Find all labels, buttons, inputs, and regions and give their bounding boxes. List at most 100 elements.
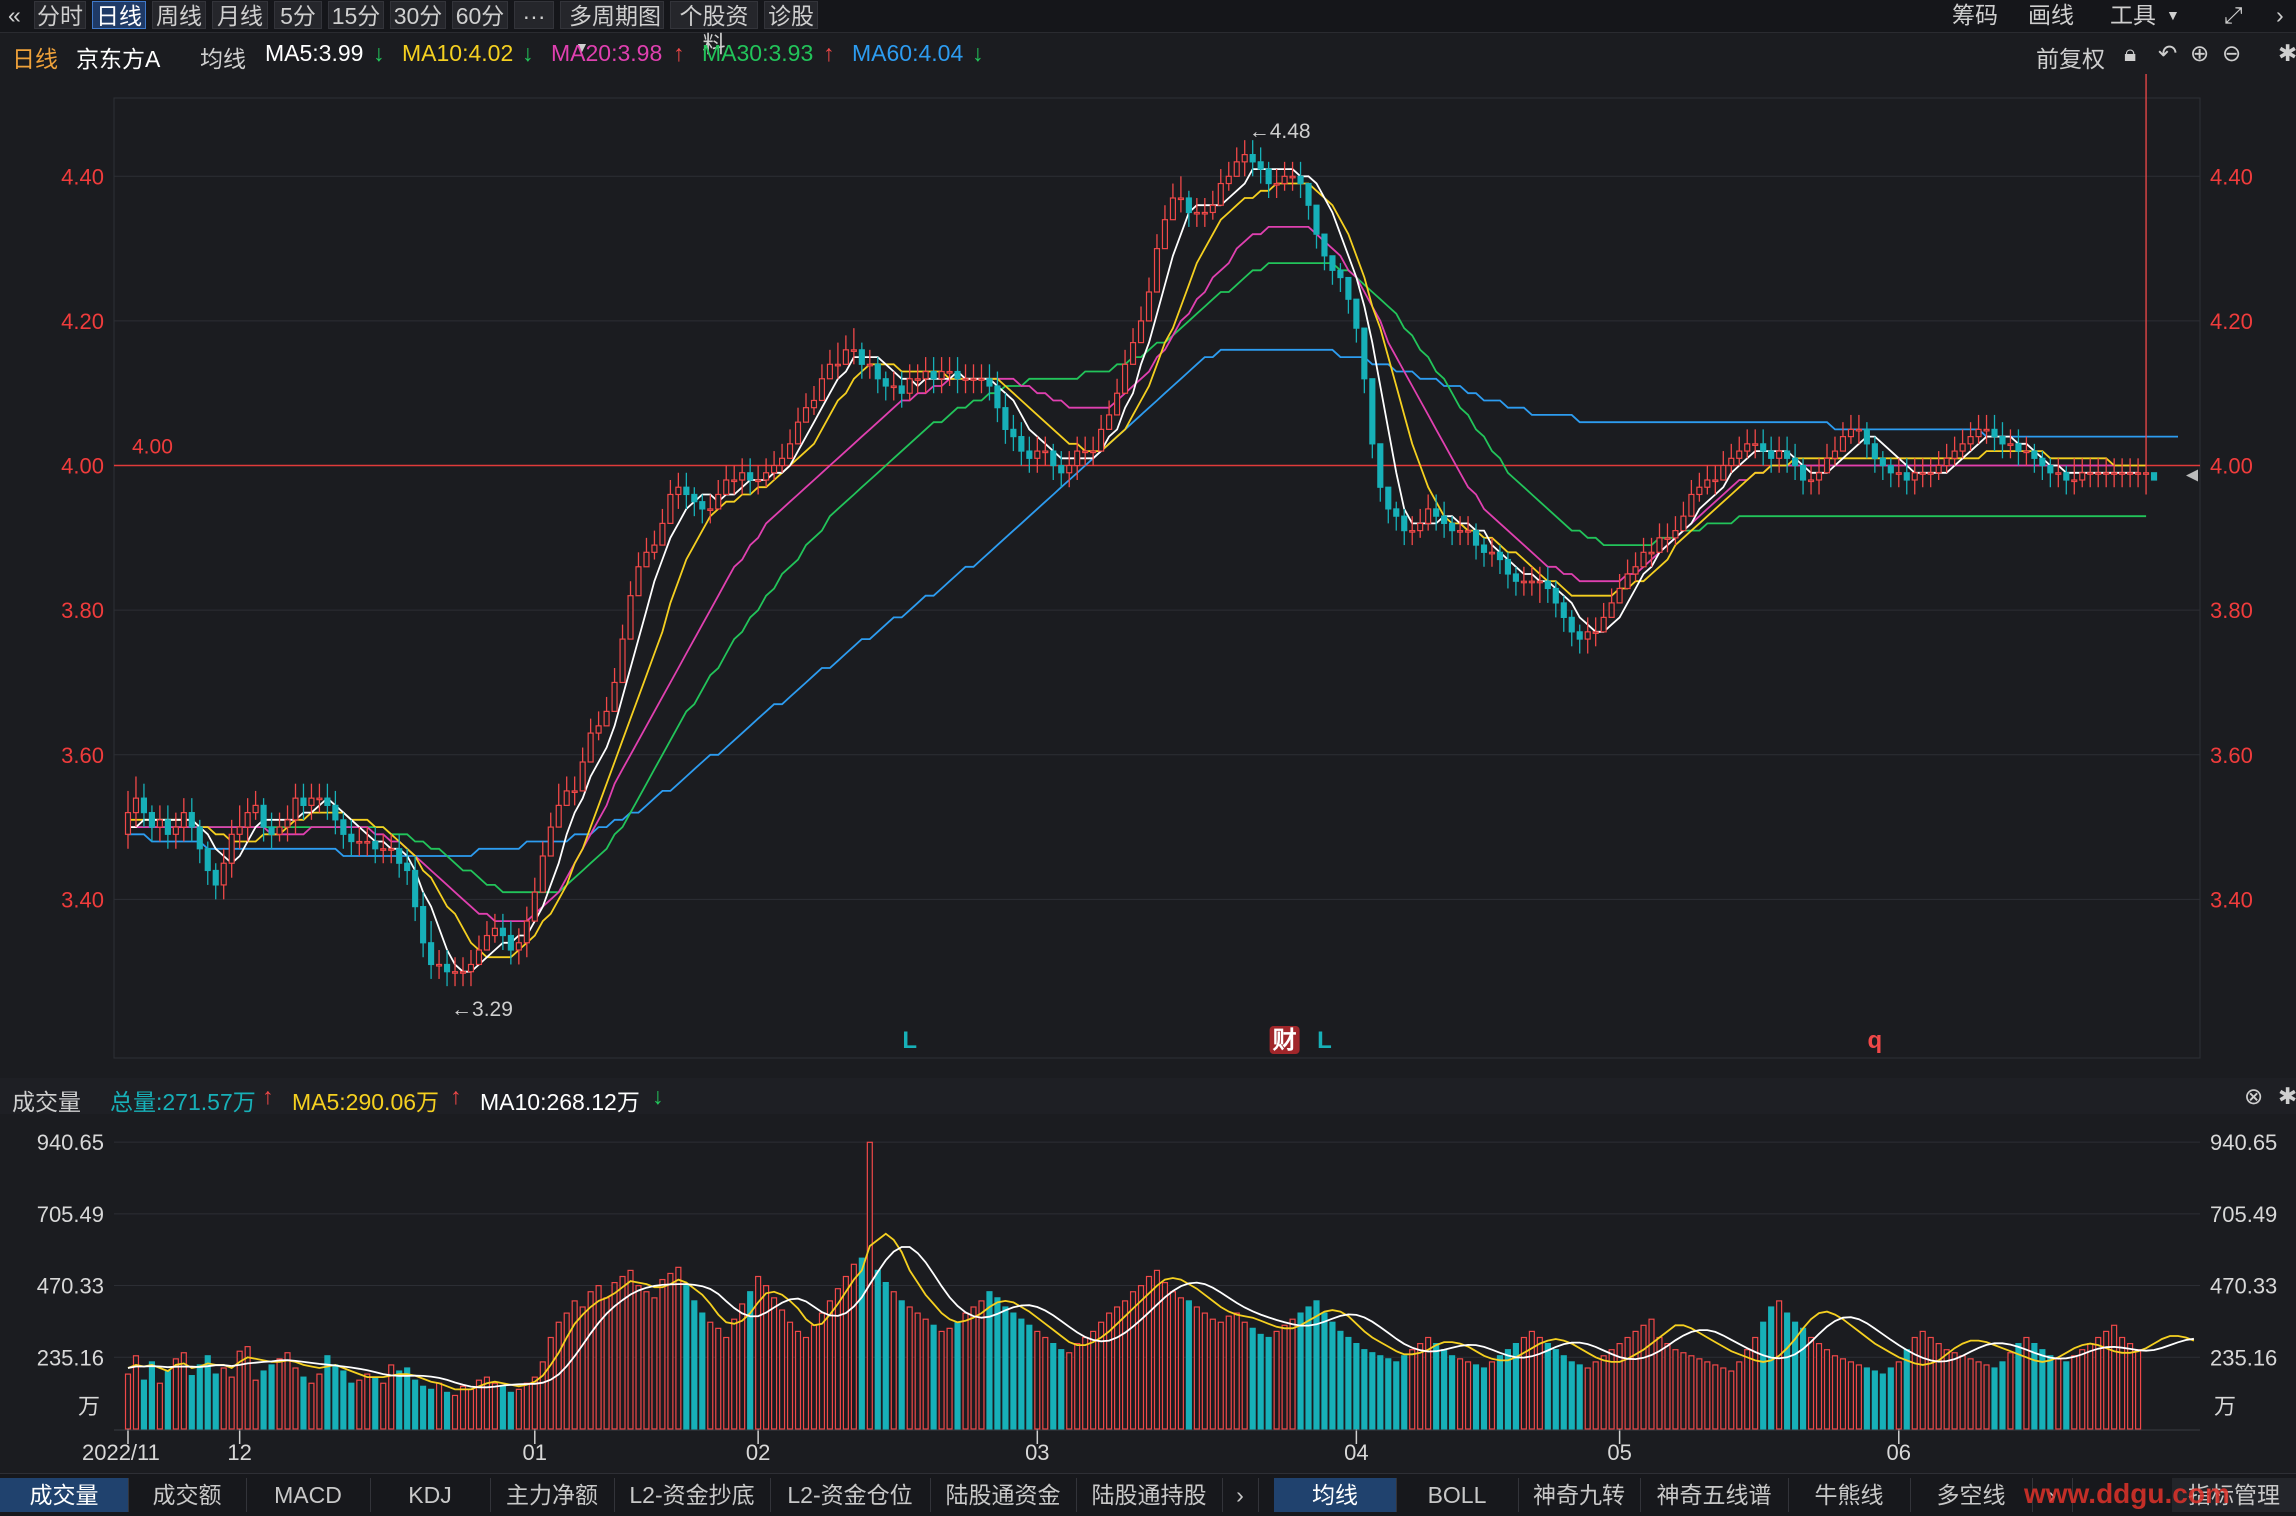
- candle: [731, 465, 738, 495]
- candle: [555, 783, 562, 828]
- chips-button[interactable]: 筹码: [1952, 2, 1998, 28]
- tools-button[interactable]: 工具: [2110, 2, 2156, 28]
- candle-body-down: [1879, 457, 1886, 467]
- tab-bull-bear[interactable]: 牛熊线: [1788, 1478, 1911, 1512]
- candle-body-up: [603, 710, 610, 727]
- tab-60min[interactable]: 60分: [452, 1, 508, 29]
- candle: [244, 798, 251, 842]
- volume-bar: [826, 1300, 833, 1430]
- candle-body-up: [1145, 291, 1153, 322]
- candle: [1393, 501, 1400, 531]
- tools-caret-icon[interactable]: ▼: [2166, 7, 2180, 23]
- tab-l2-position[interactable]: L2-资金仓位: [770, 1478, 931, 1512]
- undo-icon[interactable]: ↶: [2158, 40, 2178, 66]
- volume-chart[interactable]: 940.65 940.65 705.49 705.49 470.33 470.33 235.…: [0, 1114, 2296, 1472]
- tab-long-short[interactable]: 多空线: [1910, 1478, 2033, 1512]
- tab-l2-bottom[interactable]: L2-资金抄底: [614, 1478, 771, 1512]
- tab-main-net[interactable]: 主力净额: [490, 1478, 615, 1512]
- candle: [1991, 414, 1998, 452]
- price-chart[interactable]: 3.40 3.40 3.60 3.60 3.80 3.80 4.00 4.00 4.20 4.20…: [0, 74, 2296, 1079]
- back-chevron-icon[interactable]: «: [8, 2, 21, 28]
- collapse-chevron-icon[interactable]: ›: [2276, 2, 2284, 28]
- candle-body-down: [1991, 428, 1998, 438]
- lock-icon[interactable]: 🔒︎: [2124, 40, 2137, 66]
- tab-monthly[interactable]: 月线: [212, 1, 268, 29]
- volume-bar: [1752, 1336, 1759, 1430]
- ma60-value: MA60:4.04: [852, 40, 964, 66]
- indicator-name[interactable]: 均线: [200, 46, 246, 72]
- tab-15min[interactable]: 15分: [328, 1, 384, 29]
- tab-turnover[interactable]: 成交额: [128, 1478, 247, 1512]
- candle: [1935, 451, 1942, 480]
- stock-profile-button[interactable]: 个股资料: [670, 1, 758, 57]
- volume-bar: [1504, 1349, 1512, 1430]
- tab-5min[interactable]: 5分: [274, 1, 322, 29]
- volume-bar: [2135, 1349, 2142, 1430]
- tab-magic-nine[interactable]: 神奇九转: [1518, 1478, 1641, 1512]
- candle-body-up: [771, 464, 778, 474]
- volume-bar: [388, 1364, 395, 1430]
- adjust-mode[interactable]: 前复权: [2036, 46, 2105, 72]
- candle-body-down: [1249, 154, 1256, 163]
- candle: [2142, 74, 2150, 495]
- candle: [874, 357, 881, 394]
- volume-bar: [1185, 1300, 1192, 1430]
- candle-body-down: [1449, 522, 1456, 532]
- volume-bar: [834, 1288, 841, 1430]
- candle: [1792, 443, 1799, 480]
- fullscreen-icon[interactable]: ⤢: [2224, 2, 2243, 28]
- tab-magic-five[interactable]: 神奇五线谱: [1640, 1478, 1789, 1512]
- volume-bar: [1090, 1330, 1097, 1430]
- watermark: www.ddgu.com: [2024, 1478, 2230, 1509]
- tab-hsgt-holding[interactable]: 陆股通持股: [1076, 1478, 1223, 1512]
- price-y-axis: 3.40 3.40 3.60 3.60 3.80 3.80 4.00 4.00 4.20 4.20…: [61, 164, 2253, 912]
- candle: [2047, 458, 2054, 488]
- volume-bar: [938, 1330, 945, 1430]
- tab-30min[interactable]: 30分: [390, 1, 446, 29]
- close-icon[interactable]: ⊗: [2244, 1083, 2264, 1109]
- zoom-in-icon[interactable]: ⊕: [2190, 40, 2210, 66]
- volume-bar: [507, 1391, 514, 1430]
- volume-bar: [1712, 1364, 1719, 1430]
- multi-period-dropdown[interactable]: 多周期图 ▼: [560, 1, 664, 55]
- volume-bar: [467, 1388, 475, 1430]
- candle-body-down: [1010, 428, 1017, 438]
- tab-weekly[interactable]: 周线: [152, 1, 206, 29]
- candle: [156, 805, 163, 842]
- diagnose-button[interactable]: 诊股: [764, 1, 818, 29]
- scroll-right-chevron-icon[interactable]: ›: [1222, 1478, 1259, 1512]
- tab-hsgt-flow[interactable]: 陆股通资金: [930, 1478, 1077, 1512]
- tab-ma[interactable]: 均线: [1274, 1478, 1397, 1512]
- candle-body-up: [922, 370, 929, 380]
- candle: [603, 696, 610, 727]
- price-tick-label-left: 3.80: [61, 598, 104, 623]
- more-button[interactable]: ···: [514, 1, 554, 29]
- candle-body-up: [1209, 204, 1216, 214]
- candle-body-down: [898, 385, 905, 394]
- tab-fenshi[interactable]: 分时: [34, 1, 86, 29]
- tab-volume[interactable]: 成交量: [0, 1478, 129, 1512]
- scroll-right-chevron-icon[interactable]: ›: [2032, 1478, 2073, 1512]
- volume-bar: [1592, 1361, 1599, 1430]
- volume-bar: [1329, 1321, 1336, 1430]
- volume-bar: [1648, 1318, 1655, 1430]
- tab-kdj[interactable]: KDJ: [370, 1478, 491, 1512]
- settings-gear-icon[interactable]: ✱: [2278, 40, 2296, 66]
- candle-body-up: [1831, 450, 1839, 459]
- tab-boll[interactable]: BOLL: [1396, 1478, 1519, 1512]
- candle: [436, 950, 443, 979]
- candle-body-down: [499, 927, 506, 937]
- volume-bar: [1680, 1352, 1687, 1430]
- candle: [699, 494, 706, 524]
- settings-gear-icon[interactable]: ✱: [2278, 1083, 2296, 1109]
- candle-body-down: [396, 848, 403, 864]
- candle: [1744, 429, 1751, 459]
- indicator-manager-button[interactable]: 指标管理: [2172, 1478, 2296, 1512]
- zoom-out-icon[interactable]: ⊖: [2222, 40, 2242, 66]
- tab-macd[interactable]: MACD: [246, 1478, 371, 1512]
- draw-line-button[interactable]: 画线: [2028, 2, 2074, 28]
- tab-daily[interactable]: 日线: [92, 1, 146, 29]
- candle: [786, 429, 794, 459]
- volume-bar: [563, 1312, 570, 1430]
- candle: [715, 480, 722, 510]
